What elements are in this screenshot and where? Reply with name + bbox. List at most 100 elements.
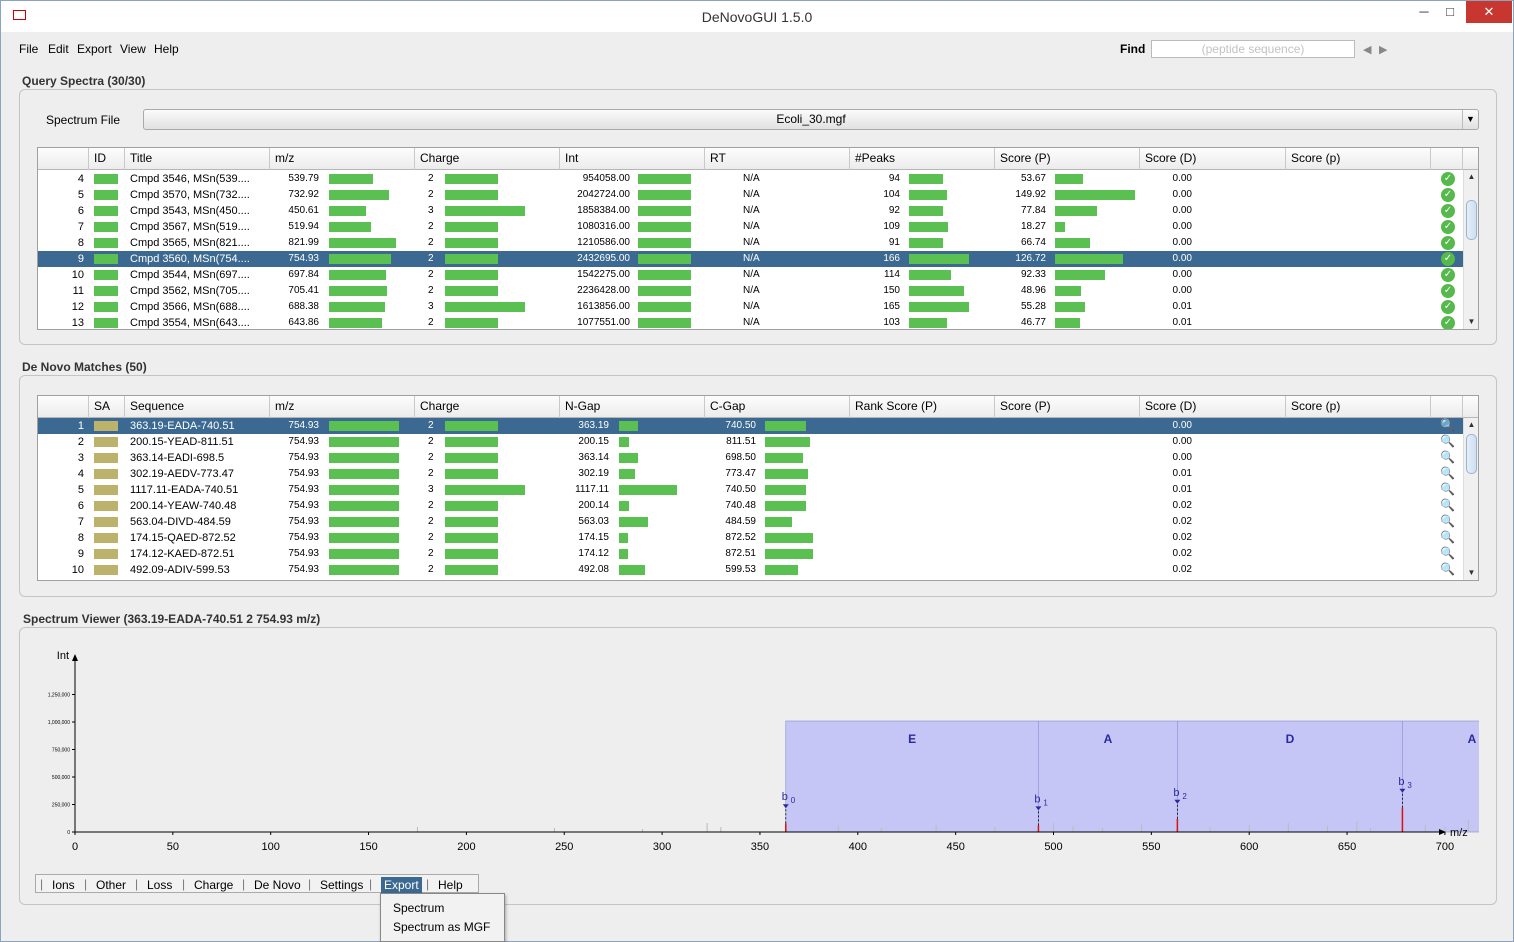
query-table-scrollbar[interactable]: ▲ ▼ [1463, 170, 1478, 329]
tab-loss[interactable]: Loss [147, 878, 173, 892]
validated-check-icon[interactable]: ✓ [1441, 188, 1455, 202]
find-next-icon[interactable]: ▶ [1379, 44, 1388, 56]
validated-check-icon[interactable]: ✓ [1441, 284, 1455, 298]
minimize-button[interactable]: ─ [1419, 4, 1429, 19]
magnifier-icon[interactable]: 🔍 [1440, 450, 1455, 464]
scroll-thumb[interactable] [1466, 200, 1477, 240]
column-header[interactable]: C-Gap [705, 396, 850, 418]
column-header[interactable] [38, 148, 89, 170]
column-header[interactable]: Score (p) [1286, 396, 1431, 418]
table-row[interactable]: 1 363.19-EADA-740.51 754.93 2 363.19 740.50 0.… [38, 418, 1463, 434]
scroll-down-icon[interactable]: ▼ [1467, 568, 1476, 577]
menu-edit[interactable]: Edit [48, 42, 69, 56]
magnifier-icon[interactable]: 🔍 [1440, 514, 1455, 528]
column-header[interactable]: Title [125, 148, 270, 170]
table-row[interactable]: 2 200.15-YEAD-811.51 754.93 2 200.15 811.51 0.… [38, 434, 1463, 450]
column-header[interactable]: Score (D) [1140, 148, 1286, 170]
validated-check-icon[interactable]: ✓ [1441, 316, 1455, 329]
popup-item-spectrum-mgf[interactable]: Spectrum as MGF [393, 920, 491, 934]
magnifier-icon[interactable]: 🔍 [1440, 562, 1455, 576]
validated-check-icon[interactable]: ✓ [1441, 172, 1455, 186]
maximize-button[interactable]: □ [1446, 4, 1454, 19]
menu-view[interactable]: View [120, 42, 146, 56]
find-input[interactable]: (peptide sequence) [1151, 40, 1355, 58]
tab-ions[interactable]: Ions [52, 878, 75, 892]
scroll-thumb[interactable] [1466, 434, 1477, 474]
table-row[interactable]: 3 363.14-EADI-698.5 754.93 2 363.14 698.50 0.0… [38, 450, 1463, 466]
magnifier-icon[interactable]: 🔍 [1440, 546, 1455, 560]
table-row[interactable]: 7 563.04-DIVD-484.59 754.93 2 563.03 484.59 0.… [38, 514, 1463, 530]
scroll-down-icon[interactable]: ▼ [1467, 317, 1476, 326]
column-header[interactable] [1431, 148, 1463, 170]
validated-check-icon[interactable]: ✓ [1441, 204, 1455, 218]
menu-help[interactable]: Help [154, 42, 179, 56]
table-row[interactable]: 4 Cmpd 3546, MSn(539.... 539.79 2 954058.00 N… [38, 171, 1463, 187]
table-row[interactable]: 5 Cmpd 3570, MSn(732.... 732.92 2 2042724.00… [38, 187, 1463, 203]
column-header[interactable]: Charge [415, 396, 560, 418]
validated-check-icon[interactable]: ✓ [1441, 236, 1455, 250]
table-row[interactable]: 7 Cmpd 3567, MSn(519.... 519.94 2 1080316.00… [38, 219, 1463, 235]
table-row[interactable]: 9 Cmpd 3560, MSn(754.... 754.93 2 2432695.00… [38, 251, 1463, 267]
column-header[interactable] [38, 396, 89, 418]
table-row[interactable]: 8 174.15-QAED-872.52 754.93 2 174.15 872.52 0.… [38, 530, 1463, 546]
score-p-value: 18.27 [1020, 221, 1046, 232]
dropdown-arrow-icon[interactable]: ▼ [1462, 110, 1478, 129]
column-header[interactable]: Charge [415, 148, 560, 170]
tab-settings[interactable]: Settings [320, 878, 364, 892]
denovo-table-scrollbar[interactable]: ▲ ▼ [1463, 418, 1478, 580]
column-header[interactable]: #Peaks [850, 148, 995, 170]
score-d-value: 0.00 [1172, 189, 1192, 200]
column-header[interactable]: Score (P) [995, 396, 1140, 418]
column-header[interactable]: ID [89, 148, 125, 170]
column-header[interactable]: Int [560, 148, 705, 170]
find-previous-icon[interactable]: ◀ [1363, 44, 1372, 56]
spectrum-plot[interactable]: EADAADAEb0b1b2b3b4y0y1y2y3y4Intm/z250,00… [39, 641, 1479, 863]
tab-help[interactable]: Help [438, 878, 463, 892]
validated-check-icon[interactable]: ✓ [1441, 220, 1455, 234]
tab-de-novo[interactable]: De Novo [254, 878, 301, 892]
menu-file[interactable]: File [19, 42, 39, 56]
magnifier-icon[interactable]: 🔍 [1440, 466, 1455, 480]
column-header[interactable] [1431, 396, 1463, 418]
table-row[interactable]: 6 200.14-YEAW-740.48 754.93 2 200.14 740.48 0.… [38, 498, 1463, 514]
validated-check-icon[interactable]: ✓ [1441, 252, 1455, 266]
menu-export[interactable]: Export [77, 42, 112, 56]
table-row[interactable]: 6 Cmpd 3543, MSn(450.... 450.61 3 1858384.00… [38, 203, 1463, 219]
column-header[interactable]: m/z [270, 148, 415, 170]
magnifier-icon[interactable]: 🔍 [1440, 530, 1455, 544]
table-row[interactable]: 5 1117.11-EADA-740.51 754.93 3 1117.11 740.50… [38, 482, 1463, 498]
table-row[interactable]: 11 Cmpd 3562, MSn(705.... 705.41 2 2236428.0… [38, 283, 1463, 299]
column-header[interactable]: Score (P) [995, 148, 1140, 170]
table-row[interactable]: 13 Cmpd 3554, MSn(643.... 643.86 2 1077551.0… [38, 315, 1463, 329]
scroll-up-icon[interactable]: ▲ [1467, 420, 1476, 429]
scroll-up-icon[interactable]: ▲ [1467, 172, 1476, 181]
tab-other[interactable]: Other [96, 878, 127, 892]
magnifier-icon[interactable]: 🔍 [1440, 434, 1455, 448]
tab-export[interactable]: Export [381, 877, 422, 893]
column-header[interactable]: Rank Score (P) [850, 396, 995, 418]
table-row[interactable]: 12 Cmpd 3566, MSn(688.... 688.38 3 1613856.0… [38, 299, 1463, 315]
mz-value: 754.93 [288, 253, 319, 264]
table-row[interactable]: 9 174.12-KAED-872.51 754.93 2 174.12 872.51 0.… [38, 546, 1463, 562]
magnifier-icon[interactable]: 🔍 [1440, 418, 1455, 432]
table-row[interactable]: 8 Cmpd 3565, MSn(821.... 821.99 2 1210586.00… [38, 235, 1463, 251]
column-header[interactable]: Score (D) [1140, 396, 1286, 418]
column-header[interactable]: N-Gap [560, 396, 705, 418]
column-header[interactable]: m/z [270, 396, 415, 418]
spectrum-file-select[interactable]: Ecoli_30.mgf ▼ [143, 109, 1479, 130]
column-header[interactable]: SA [89, 396, 125, 418]
magnifier-icon[interactable]: 🔍 [1440, 498, 1455, 512]
sa-indicator [94, 485, 118, 495]
validated-check-icon[interactable]: ✓ [1441, 268, 1455, 282]
magnifier-icon[interactable]: 🔍 [1440, 482, 1455, 496]
table-row[interactable]: 4 302.19-AEDV-773.47 754.93 2 302.19 773.47 0.… [38, 466, 1463, 482]
popup-item-spectrum[interactable]: Spectrum [393, 901, 445, 915]
table-row[interactable]: 10 492.09-ADIV-599.53 754.93 2 492.08 599.53 0… [38, 562, 1463, 578]
close-button[interactable]: ✕ [1466, 1, 1512, 23]
validated-check-icon[interactable]: ✓ [1441, 300, 1455, 314]
tab-charge[interactable]: Charge [194, 878, 234, 892]
table-row[interactable]: 10 Cmpd 3544, MSn(697.... 697.84 2 1542275.0… [38, 267, 1463, 283]
column-header[interactable]: RT [705, 148, 850, 170]
column-header[interactable]: Score (p) [1286, 148, 1431, 170]
column-header[interactable]: Sequence [125, 396, 270, 418]
